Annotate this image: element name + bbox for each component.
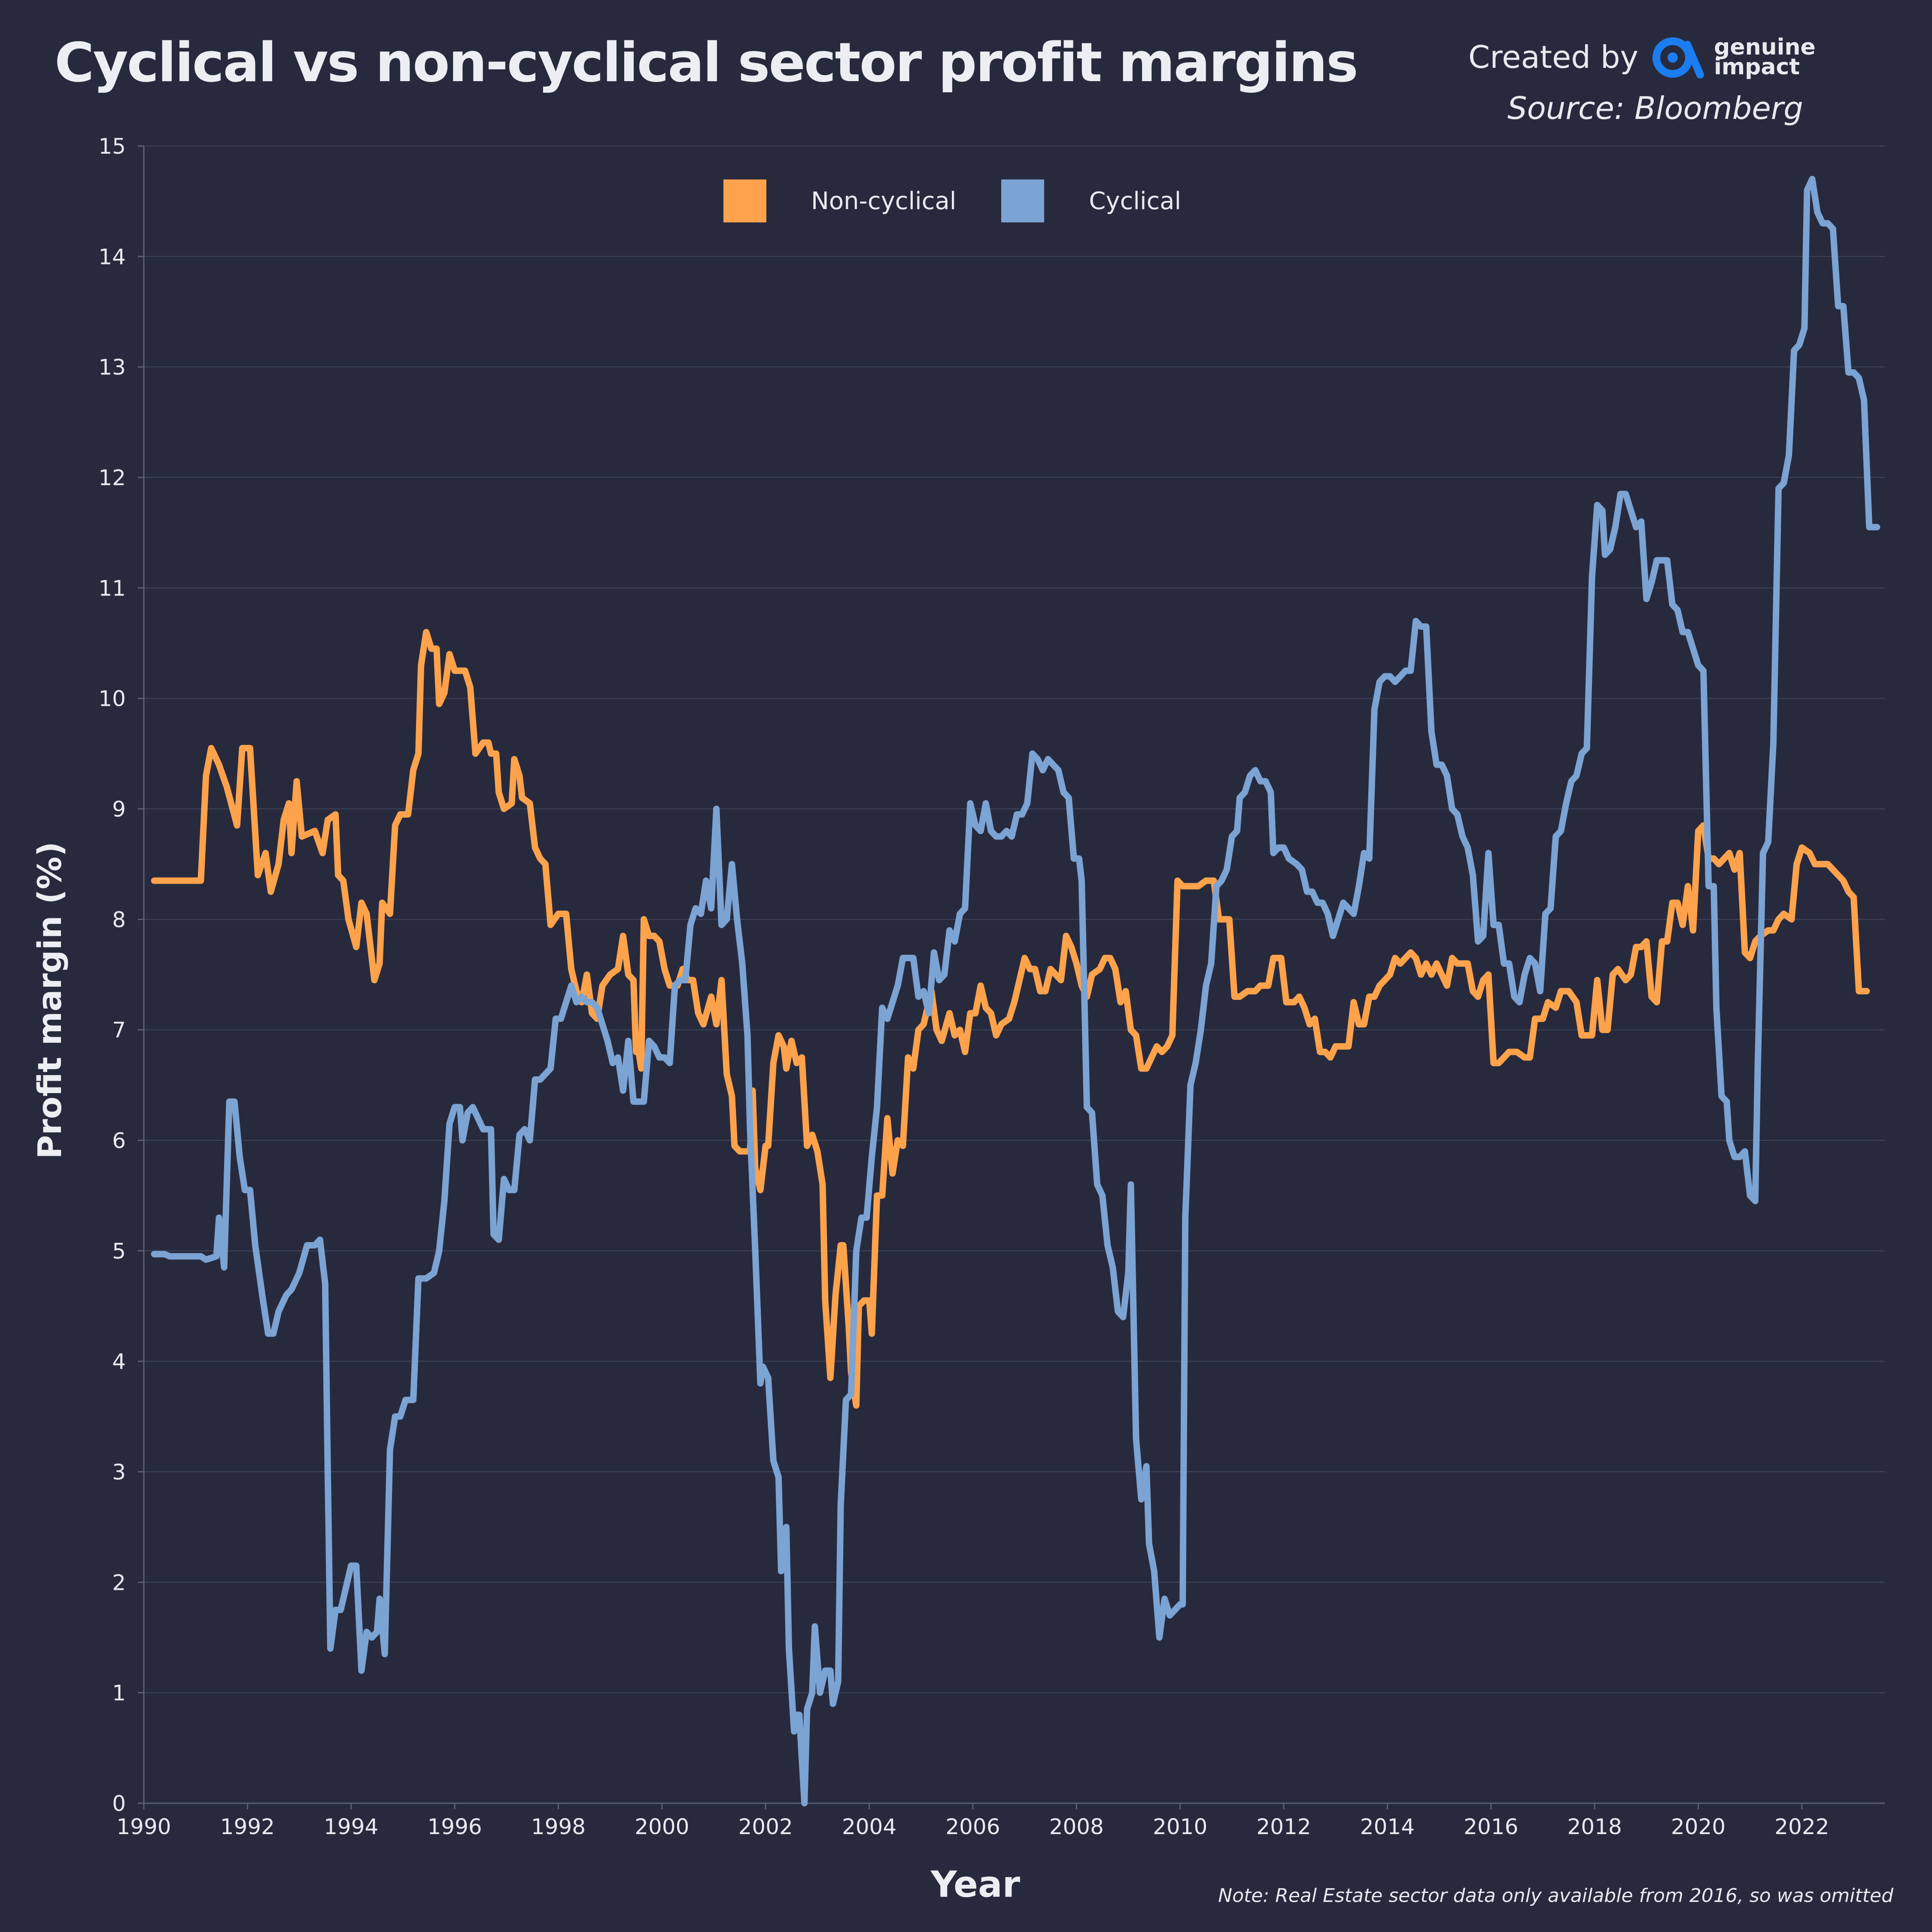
chart-title: Cyclical vs non-cyclical sector profit m… [55, 31, 1358, 94]
x-tick-label: 1990 [116, 1814, 171, 1839]
x-tick-label: 2012 [1256, 1814, 1311, 1839]
x-axis-ticks: 1990 1992 1994 1996 1998 2000 2002 2004 2006 2008… [116, 1803, 1829, 1839]
brand-logo: genuine impact [1649, 33, 1816, 81]
source-label: Source: Bloomberg [1507, 90, 1803, 126]
y-tick-label: 3 [112, 1460, 126, 1485]
y-tick-label: 6 [112, 1128, 126, 1153]
brand-credit: Created by genuine impact [1468, 33, 1816, 81]
y-tick-label: 15 [98, 134, 126, 159]
legend-label-cyclical: Cyclical [1089, 187, 1182, 215]
y-tick-label: 2 [112, 1570, 126, 1595]
y-tick-label: 9 [112, 797, 126, 822]
y-tick-label: 1 [112, 1681, 126, 1706]
x-tick-label: 2000 [635, 1814, 689, 1839]
brand-wordmark: genuine impact [1714, 34, 1816, 80]
y-tick-label: 12 [98, 465, 126, 490]
x-tick-label: 2008 [1049, 1814, 1104, 1839]
y-tick-label: 11 [98, 576, 126, 601]
series-line-cyclical [151, 176, 1880, 1807]
footnote: Note: Real Estate sector data only avail… [1218, 1885, 1893, 1907]
x-tick-label: 2016 [1464, 1814, 1518, 1839]
x-tick-label: 2022 [1774, 1814, 1829, 1839]
legend-label-non-cyclical: Non-cyclical [811, 187, 957, 215]
y-tick-label: 13 [98, 355, 126, 380]
legend-item-non-cyclical: Non-cyclical [723, 179, 956, 222]
x-tick-label: 2014 [1360, 1814, 1415, 1839]
y-tick-label: 0 [112, 1791, 126, 1816]
x-tick-label: 2018 [1567, 1814, 1622, 1839]
x-axis-label: Year [930, 1863, 1021, 1905]
created-by-label: Created by [1468, 39, 1639, 75]
y-tick-label: 4 [112, 1349, 126, 1374]
brand-line-2: impact [1714, 54, 1800, 80]
y-tick-label: 10 [98, 687, 126, 711]
x-tick-label: 1994 [324, 1814, 378, 1839]
y-tick-label: 14 [98, 244, 126, 269]
legend-swatch-non-cyclical [723, 179, 766, 222]
x-tick-label: 1996 [427, 1814, 482, 1839]
x-tick-label: 2004 [842, 1814, 896, 1839]
y-tick-label: 7 [112, 1018, 126, 1043]
series-line-non-cyclical [151, 629, 1870, 1409]
legend-swatch-cyclical [1001, 179, 1045, 222]
legend-item-cyclical: Cyclical [1001, 179, 1181, 222]
brand-line-1: genuine [1714, 34, 1816, 60]
x-tick-label: 2002 [738, 1814, 793, 1839]
x-tick-label: 1992 [220, 1814, 275, 1839]
y-tick-label: 8 [112, 907, 126, 932]
y-tick-label: 5 [112, 1239, 126, 1264]
x-tick-label: 2020 [1671, 1814, 1725, 1839]
y-axis-label: Profit margin (%) [30, 841, 69, 1159]
x-tick-label: 1998 [531, 1814, 586, 1839]
x-tick-label: 2010 [1153, 1814, 1207, 1839]
genuine-impact-logo-icon [1653, 37, 1704, 79]
series-lines [151, 176, 1880, 1807]
legend: Non-cyclical Cyclical [723, 179, 1226, 222]
x-tick-label: 2006 [945, 1814, 1000, 1839]
grid-lines [144, 146, 1885, 1693]
